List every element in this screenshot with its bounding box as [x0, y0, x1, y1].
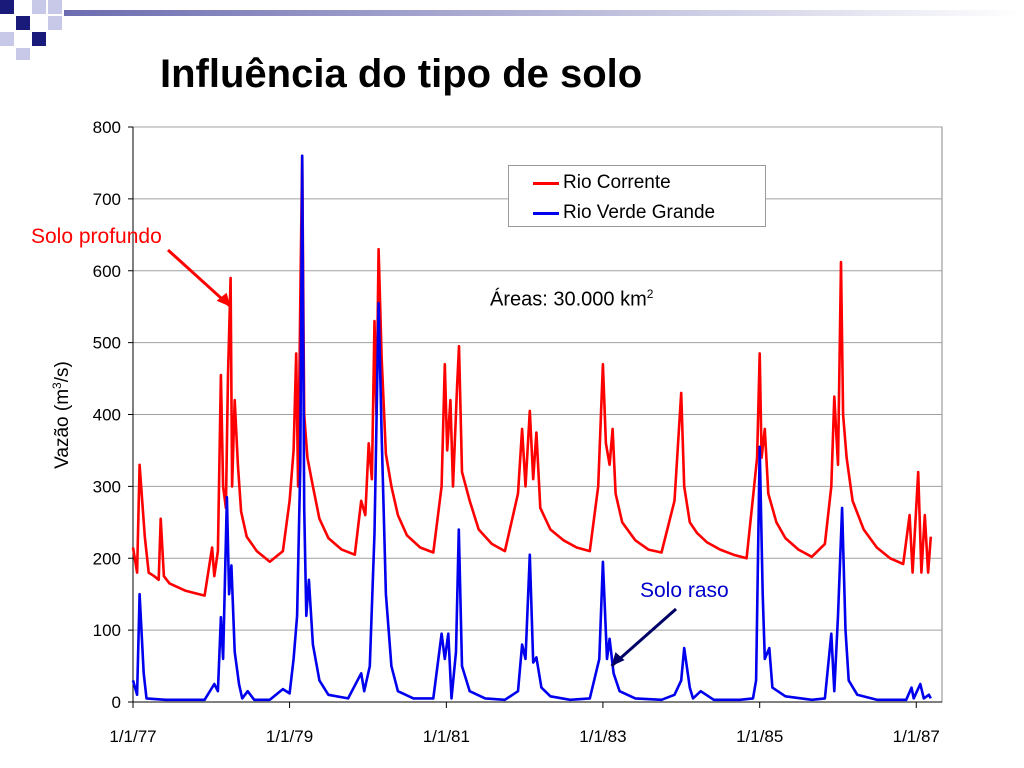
legend-label: Rio Verde Grande — [563, 202, 716, 223]
legend-label: Rio Corrente — [563, 172, 671, 193]
x-tick-label: 1/1/87 — [893, 727, 940, 746]
corner-decoration — [0, 0, 1024, 60]
y-tick-label: 300 — [93, 477, 121, 496]
solo-raso-label: Solo raso — [640, 579, 729, 602]
legend-item-rio-verde-grande: Rio Verde Grande — [533, 199, 715, 227]
y-tick-label: 0 — [112, 693, 121, 712]
y-tick-label: 700 — [93, 190, 121, 209]
y-tick-label: 500 — [93, 334, 121, 353]
legend-swatch-blue — [533, 211, 559, 215]
solo-profundo-label: Solo profundo — [31, 225, 162, 248]
x-tick-label: 1/1/83 — [579, 727, 626, 746]
series-line-rio-verde-grande — [131, 154, 932, 702]
chart-legend: Rio Corrente Rio Verde Grande — [508, 165, 766, 227]
x-tick-label: 1/1/77 — [109, 727, 156, 746]
series-line-rio-corrente — [131, 154, 933, 597]
y-tick-label: 200 — [93, 549, 121, 568]
x-tick-label: 1/1/85 — [736, 727, 783, 746]
solo-profundo-arrowhead — [216, 292, 231, 307]
solo-raso-arrow — [610, 607, 677, 668]
y-axis-label: Vazão (m3/s) — [49, 361, 74, 469]
y-tick-label: 800 — [93, 118, 121, 137]
solo-profundo-arrow — [166, 248, 232, 308]
x-tick-label: 1/1/81 — [423, 727, 470, 746]
area-note: Áreas: 30.000 km2 — [490, 287, 654, 311]
y-tick-label: 400 — [93, 406, 121, 425]
solo-raso-arrowhead — [611, 652, 625, 667]
x-tick-label: 1/1/79 — [266, 727, 313, 746]
legend-item-rio-corrente: Rio Corrente — [533, 169, 671, 197]
legend-swatch-red — [533, 181, 559, 185]
slide-title: Influência do tipo de solo — [160, 52, 643, 96]
y-tick-label: 100 — [93, 621, 121, 640]
y-tick-label: 600 — [93, 262, 121, 281]
